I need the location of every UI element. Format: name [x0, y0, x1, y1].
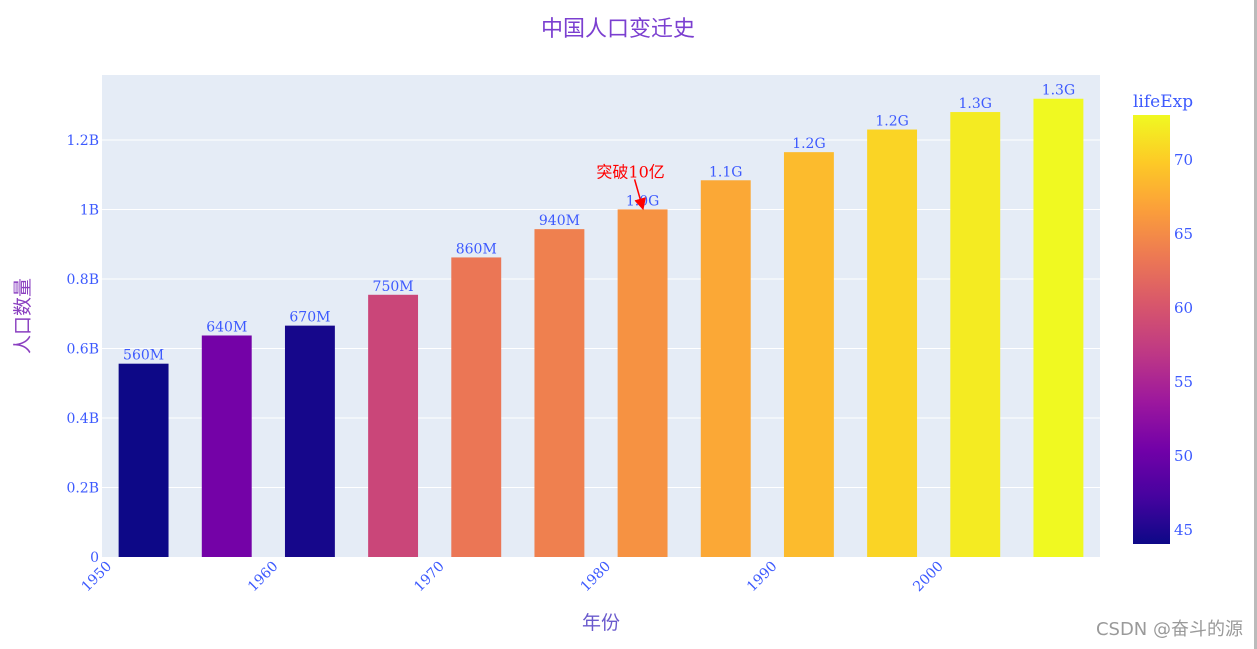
- y-tick-label: 1B: [80, 202, 99, 218]
- colorbar-tick-label: 70: [1174, 151, 1193, 169]
- colorbar: [1133, 115, 1170, 544]
- colorbar-tick-label: 55: [1174, 373, 1193, 391]
- bar: [700, 180, 751, 557]
- x-tick-label: 1970: [411, 559, 448, 596]
- bar: [783, 152, 834, 557]
- bar-data-label: 750M: [373, 279, 414, 295]
- watermark: CSDN @奋斗的源: [1095, 619, 1243, 640]
- x-tick-label: 1960: [245, 559, 282, 596]
- bar: [617, 209, 668, 558]
- bar: [284, 325, 335, 557]
- bar-data-label: 560M: [123, 348, 164, 364]
- bar-data-label: 1.1G: [709, 164, 742, 180]
- x-tick-label: 1980: [578, 559, 615, 596]
- bar: [451, 257, 502, 557]
- y-tick-label: 0.2B: [66, 480, 99, 496]
- colorbar-title: lifeExp: [1133, 92, 1193, 112]
- y-tick-label: 0: [90, 550, 99, 566]
- colorbar-tick-label: 65: [1174, 225, 1193, 243]
- y-tick-label: 0.4B: [66, 411, 99, 427]
- y-axis-title: 人口数量: [12, 278, 34, 354]
- plot-area: [102, 75, 1100, 557]
- bar: [867, 129, 918, 557]
- chart-title: 中国人口变迁史: [541, 17, 695, 42]
- bar-data-label: 940M: [539, 213, 580, 229]
- bar-data-label: 1.2G: [875, 114, 908, 130]
- bar: [118, 363, 169, 557]
- annotation-arrow: [633, 179, 646, 211]
- bar-data-label: 670M: [289, 310, 330, 326]
- annotation-text: 突破10亿: [596, 162, 664, 181]
- y-tick-label: 0.6B: [66, 341, 99, 357]
- x-axis-title: 年份: [582, 612, 620, 634]
- bar: [368, 294, 419, 557]
- bar-data-label: 860M: [456, 241, 497, 257]
- bar-data-label: 1.3G: [959, 96, 992, 112]
- bar-data-label: 640M: [206, 319, 247, 335]
- y-tick-label: 1.2B: [66, 133, 99, 149]
- bar-data-label: 1.2G: [792, 136, 825, 152]
- y-tick-label: 0.8B: [66, 272, 99, 288]
- colorbar-tick-label: 45: [1174, 521, 1193, 539]
- colorbar-tick-label: 50: [1174, 447, 1193, 465]
- bar: [1033, 98, 1084, 557]
- bar: [534, 229, 585, 557]
- bar: [950, 112, 1001, 557]
- bar-data-label: 1.3G: [1042, 83, 1075, 99]
- bar: [201, 335, 252, 557]
- x-tick-label: 1990: [744, 559, 781, 596]
- window-edge: [1254, 0, 1257, 649]
- colorbar-tick-label: 60: [1174, 299, 1193, 317]
- x-tick-label: 2000: [910, 559, 947, 596]
